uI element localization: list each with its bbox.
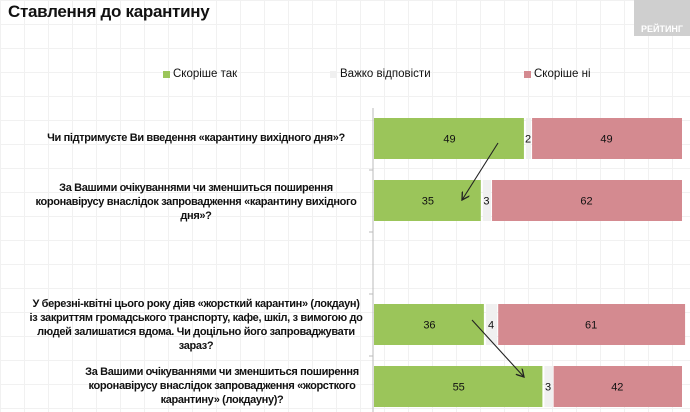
question-label-1: Чи підтримуєте Ви введення «карантину ви… (47, 132, 345, 144)
question-label-4: За Вашими очікуваннями чи зменшиться пош… (85, 366, 359, 406)
data-label-yes-2: 35 (422, 196, 434, 208)
bar-yes-1 (374, 118, 524, 159)
legend-swatch-hard (330, 70, 337, 78)
logo-text: РЕЙТИНГ (640, 24, 684, 34)
data-label-no-1: 49 (600, 134, 612, 146)
legend-swatch-yes (163, 70, 170, 78)
data-label-hard-3: 4 (488, 320, 494, 332)
legend-swatch-no (524, 70, 531, 78)
legend-label-yes: Скоріше так (173, 68, 238, 80)
legend-label-hard: Важко відповісти (340, 68, 431, 80)
bar-no-1 (532, 118, 682, 159)
data-label-hard-1: 2 (525, 134, 531, 146)
data-label-no-2: 62 (580, 196, 592, 208)
data-label-hard-2: 3 (483, 196, 489, 208)
data-label-yes-4: 55 (453, 382, 465, 394)
legend-label-no: Скоріше ні (534, 68, 591, 80)
rating-logo: РЕЙТИНГ (634, 0, 690, 36)
legend-item-yes: Скоріше так (163, 68, 237, 80)
bar-hard-1 (525, 118, 532, 159)
bar-hard-3 (485, 304, 498, 345)
bar-hard-2 (482, 180, 492, 221)
data-label-no-3: 61 (585, 320, 597, 332)
data-label-hard-4: 3 (545, 382, 551, 394)
data-label-yes-1: 49 (443, 134, 455, 146)
question-label-2: За Вашими очікуваннями чи зменшиться пош… (35, 182, 357, 222)
bar-hard-4 (544, 366, 553, 407)
data-label-yes-3: 36 (423, 320, 435, 332)
arrow-annotation-2 (471, 319, 524, 377)
question-label-3: У березні-квітні цього року діяв «жорстк… (29, 298, 363, 352)
arrow-annotation-1 (462, 142, 499, 200)
page-title: Ставлення до карантину (8, 2, 210, 21)
bar-no-3 (498, 304, 686, 345)
bar-yes-4 (374, 366, 543, 407)
legend-item-no: Скоріше ні (524, 68, 591, 80)
bar-no-2 (492, 180, 682, 221)
data-label-no-4: 42 (611, 382, 623, 394)
bar-yes-3 (374, 304, 484, 345)
legend-item-hard: Важко відповісти (330, 68, 431, 80)
bar-no-4 (553, 366, 682, 407)
